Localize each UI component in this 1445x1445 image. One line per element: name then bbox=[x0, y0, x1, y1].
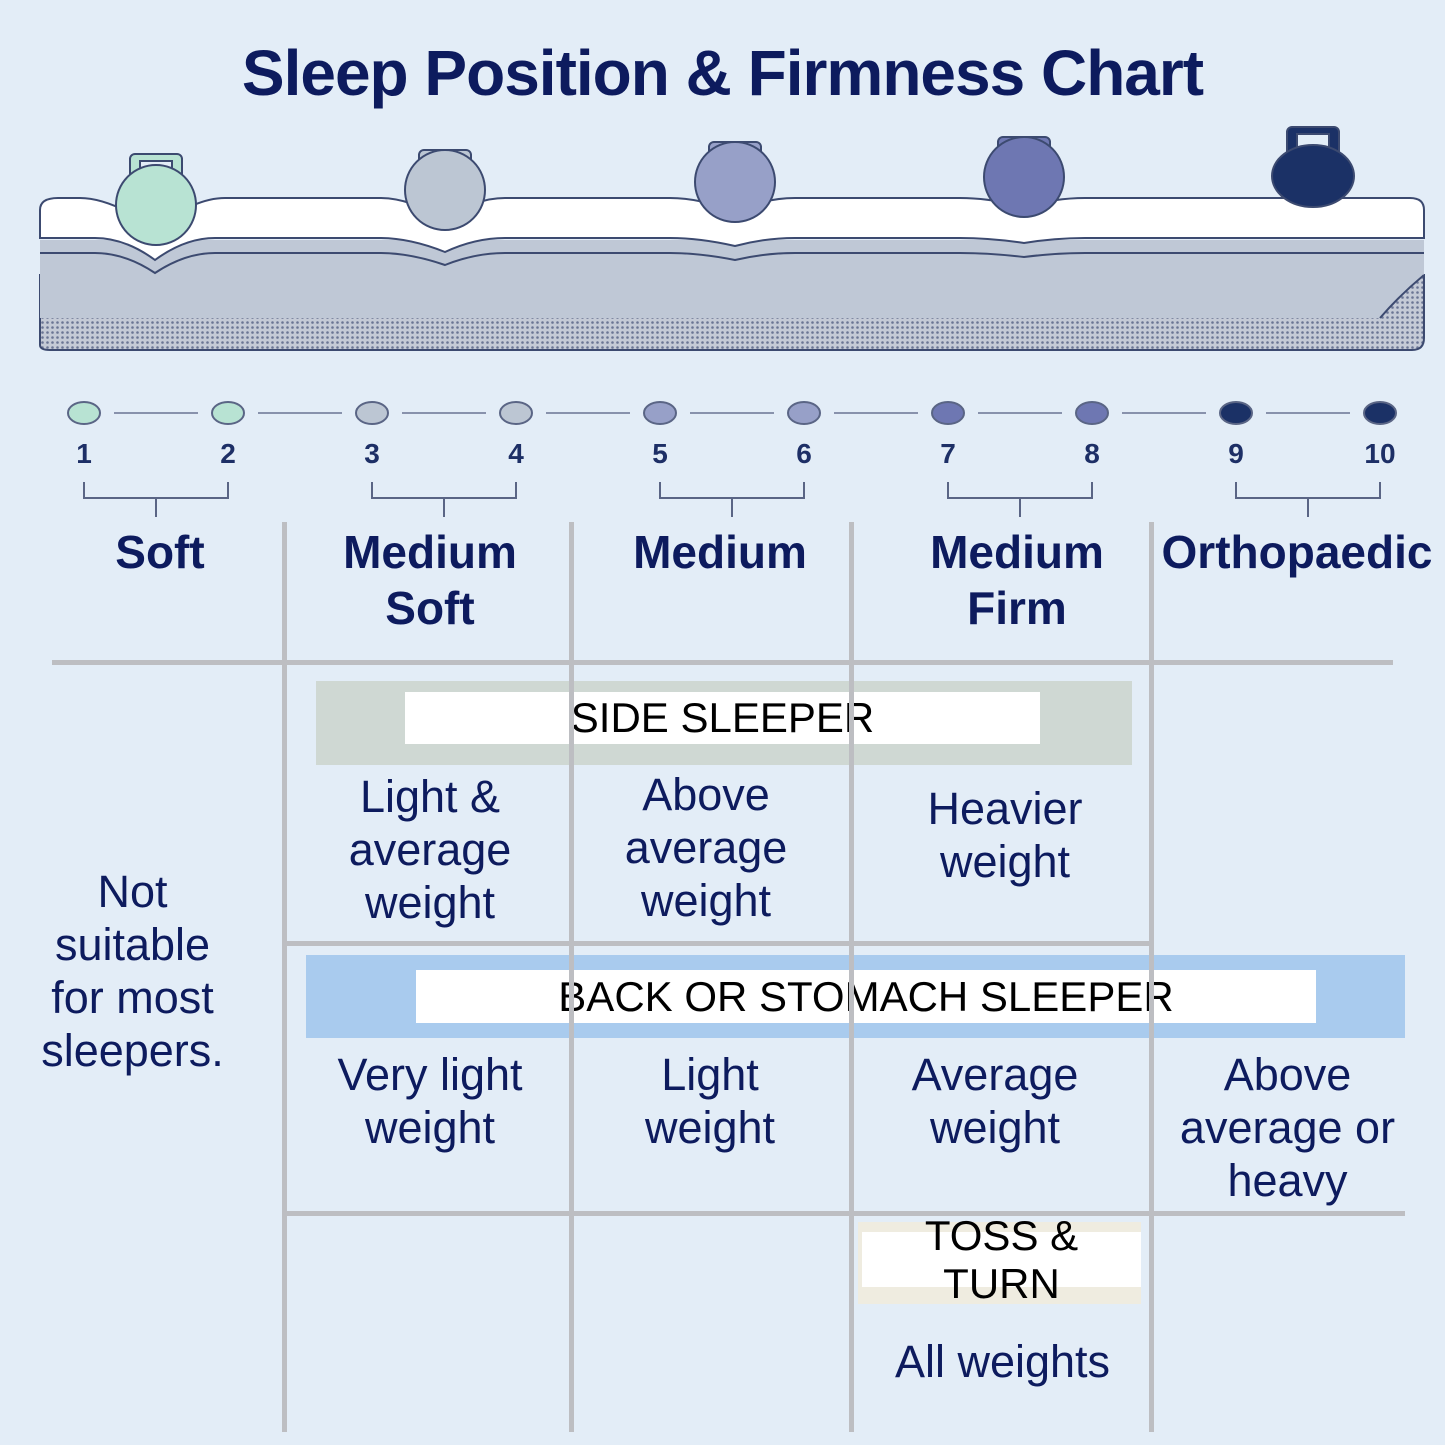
category-medium-soft: Medium Soft bbox=[343, 526, 517, 634]
category-soft: Soft bbox=[115, 526, 205, 578]
toss-turn-label: TOSS & TURN bbox=[862, 1212, 1141, 1307]
scale-bracket bbox=[1235, 482, 1381, 517]
kettlebell-icon-medium-firm bbox=[983, 136, 1065, 218]
scale-dot-3 bbox=[355, 401, 389, 425]
mattress-top bbox=[39, 197, 1425, 262]
kettlebell-icon-medium bbox=[694, 141, 776, 223]
category-orthopaedic: Orthopaedic bbox=[1161, 526, 1433, 578]
divider bbox=[1149, 522, 1154, 1432]
scale-number: 2 bbox=[220, 438, 236, 469]
side-cell-medium-soft: Light & average weight bbox=[348, 771, 512, 928]
divider bbox=[849, 522, 854, 1432]
side-cell-medium: Above average weight bbox=[624, 769, 788, 926]
scale-bracket bbox=[83, 482, 229, 517]
scale-number: 4 bbox=[508, 438, 524, 469]
divider bbox=[284, 941, 1151, 946]
scale-dot-8 bbox=[1075, 401, 1109, 425]
divider bbox=[282, 522, 287, 1432]
scale-dot-10 bbox=[1363, 401, 1397, 425]
scale-dot-4 bbox=[499, 401, 533, 425]
scale-dot-5 bbox=[643, 401, 677, 425]
side-sleeper-label: SIDE SLEEPER bbox=[405, 692, 1040, 744]
scale-number: 7 bbox=[940, 438, 956, 469]
kettlebell-icon-orthopaedic bbox=[1271, 126, 1355, 208]
scale-bracket bbox=[371, 482, 517, 517]
back-sleeper-label: BACK OR STOMACH SLEEPER bbox=[416, 970, 1316, 1023]
category-medium-firm: Medium Firm bbox=[930, 526, 1104, 634]
divider bbox=[52, 660, 1393, 665]
side-cell-medium-firm: Heavier weight bbox=[927, 783, 1083, 887]
scale-number: 8 bbox=[1084, 438, 1100, 469]
kettlebell-icon-medium-soft bbox=[404, 149, 486, 231]
scale-bracket bbox=[659, 482, 805, 517]
scale-number: 3 bbox=[364, 438, 380, 469]
scale-number: 5 bbox=[652, 438, 668, 469]
scale-dot-2 bbox=[211, 401, 245, 425]
kettlebell-icon-soft bbox=[115, 153, 197, 246]
back-cell-medium: Light weight bbox=[644, 1049, 776, 1153]
scale-number: 1 bbox=[76, 438, 92, 469]
weight-icons bbox=[115, 126, 1355, 246]
mattress-illustration bbox=[39, 126, 1425, 351]
scale-dot-9 bbox=[1219, 401, 1253, 425]
divider bbox=[284, 1211, 1405, 1216]
scale-number: 9 bbox=[1228, 438, 1244, 469]
scale-number: 6 bbox=[796, 438, 812, 469]
divider bbox=[569, 522, 574, 1432]
back-cell-medium-soft: Very light weight bbox=[337, 1049, 523, 1153]
toss-turn-cell: All weights bbox=[894, 1336, 1111, 1387]
category-medium: Medium bbox=[633, 526, 807, 578]
back-cell-orthopaedic: Above average or heavy bbox=[1179, 1049, 1396, 1206]
not-suitable-text: Not suitable for most sleepers. bbox=[41, 866, 224, 1076]
scale-dot-7 bbox=[931, 401, 965, 425]
back-cell-medium-firm: Average weight bbox=[911, 1049, 1079, 1153]
scale-number: 10 bbox=[1364, 438, 1396, 469]
firmness-scale bbox=[67, 401, 1397, 517]
scale-dot-1 bbox=[67, 401, 101, 425]
scale-bracket bbox=[947, 482, 1093, 517]
page-title: Sleep Position & Firmness Chart bbox=[241, 37, 1204, 109]
scale-dot-6 bbox=[787, 401, 821, 425]
